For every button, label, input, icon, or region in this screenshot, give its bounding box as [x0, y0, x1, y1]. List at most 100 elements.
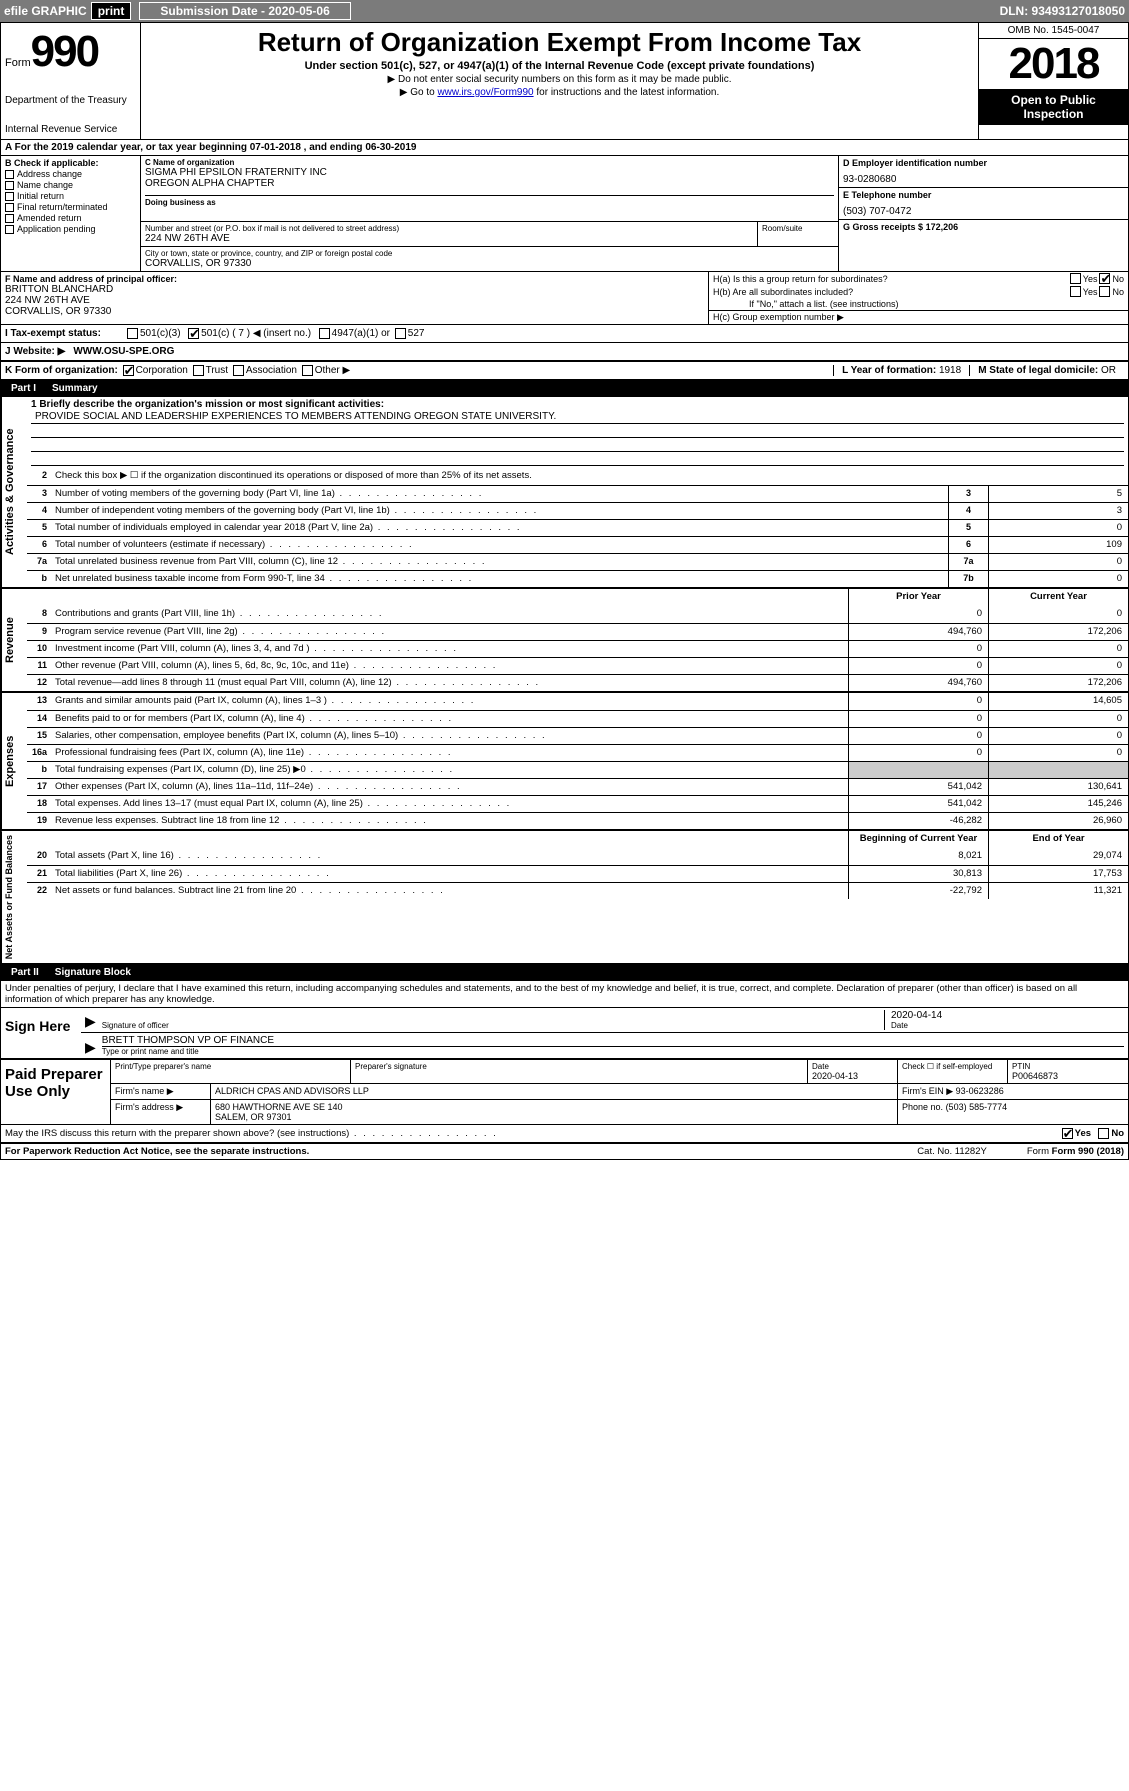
chk-other[interactable] [302, 365, 313, 376]
table-row: 15Salaries, other compensation, employee… [27, 727, 1128, 744]
website-url: WWW.OSU-SPE.ORG [73, 346, 174, 357]
ha-no[interactable] [1099, 273, 1110, 284]
table-row: 3Number of voting members of the governi… [27, 485, 1128, 502]
firm-name: ALDRICH CPAS AND ADVISORS LLP [211, 1084, 898, 1099]
sign-here-label: Sign Here [1, 1008, 81, 1058]
discuss-yes[interactable] [1062, 1128, 1073, 1139]
form-word: Form [5, 57, 31, 69]
dept-irs: Internal Revenue Service [5, 124, 136, 135]
tax-year: 2018 [979, 39, 1128, 89]
firm-ein: 93-0623286 [956, 1086, 1004, 1096]
hb-no[interactable] [1099, 286, 1110, 297]
form-subtitle-2: ▶ Do not enter social security numbers o… [149, 74, 970, 85]
efile-label: efile GRAPHIC [4, 4, 87, 18]
hb-yes[interactable] [1070, 286, 1081, 297]
table-row: 5Total number of individuals employed in… [27, 519, 1128, 536]
col-de: D Employer identification number 93-0280… [838, 156, 1128, 271]
vtab-governance: Activities & Governance [1, 397, 27, 587]
org-address-block: Number and street (or P.O. box if mail i… [141, 222, 758, 246]
efile-topbar: efile GRAPHIC print Submission Date - 20… [0, 0, 1129, 22]
na-header-row: Beginning of Current Year End of Year [27, 831, 1128, 848]
dln: DLN: 93493127018050 [1000, 4, 1125, 18]
chk-501c3[interactable] [127, 328, 138, 339]
mission-block: 1 Briefly describe the organization's mi… [27, 397, 1128, 468]
table-row: 16aProfessional fundraising fees (Part I… [27, 744, 1128, 761]
table-row: 18Total expenses. Add lines 13–17 (must … [27, 795, 1128, 812]
table-row: 17Other expenses (Part IX, column (A), l… [27, 778, 1128, 795]
mission-text: PROVIDE SOCIAL AND LEADERSHIP EXPERIENCE… [31, 410, 1124, 424]
part-ii-header: Part II Signature Block [1, 965, 1128, 981]
preparer-date: 2020-04-13 [812, 1071, 893, 1081]
chk-4947[interactable] [319, 328, 330, 339]
ein-value: 93-0280680 [843, 174, 1124, 185]
table-row: 10Investment income (Part VIII, column (… [27, 640, 1128, 657]
form-number: 990 [31, 27, 98, 76]
chk-corporation[interactable] [123, 365, 134, 376]
form-title: Return of Organization Exempt From Incom… [149, 27, 970, 58]
form-990: Form990 Department of the Treasury Inter… [0, 22, 1129, 1160]
officer-name: BRITTON BLANCHARD [5, 284, 704, 295]
firm-phone: (503) 585-7774 [946, 1102, 1008, 1112]
org-city: CORVALLIS, OR 97330 [145, 258, 834, 269]
arrow-icon: ▶ [85, 1039, 96, 1056]
table-row: 7aTotal unrelated business revenue from … [27, 553, 1128, 570]
officer-addr1: 224 NW 26TH AVE [5, 295, 704, 306]
principal-officer: F Name and address of principal officer:… [1, 272, 708, 324]
row-i-tax-status: I Tax-exempt status: 501(c)(3) 501(c) ( … [1, 325, 1128, 343]
vtab-net-assets: Net Assets or Fund Balances [1, 831, 27, 963]
officer-addr2: CORVALLIS, OR 97330 [5, 306, 704, 317]
print-button[interactable]: print [91, 2, 132, 20]
summary-revenue: Revenue Prior Year Current Year 8Contrib… [1, 589, 1128, 693]
org-name-2: OREGON ALPHA CHAPTER [145, 178, 834, 189]
year-cell: OMB No. 1545-0047 2018 Open to PublicIns… [978, 23, 1128, 139]
org-city-block: City or town, state or province, country… [141, 247, 838, 271]
form-number-cell: Form990 Department of the Treasury Inter… [1, 23, 141, 139]
chk-association[interactable] [233, 365, 244, 376]
chk-amended-return[interactable]: Amended return [5, 213, 136, 223]
chk-name-change[interactable]: Name change [5, 180, 136, 190]
table-row: 13Grants and similar amounts paid (Part … [27, 693, 1128, 710]
table-row: 11Other revenue (Part VIII, column (A), … [27, 657, 1128, 674]
ptin: P00646873 [1012, 1071, 1124, 1081]
chk-final-return[interactable]: Final return/terminated [5, 202, 136, 212]
table-row: 22Net assets or fund balances. Subtract … [27, 882, 1128, 899]
chk-trust[interactable] [193, 365, 204, 376]
summary-governance: Activities & Governance 1 Briefly descri… [1, 397, 1128, 589]
irs-link[interactable]: www.irs.gov/Form990 [437, 87, 533, 98]
part-i-header: Part I Summary [1, 381, 1128, 397]
hc-group-exemption: H(c) Group exemption number ▶ [713, 312, 844, 323]
vtab-revenue: Revenue [1, 589, 27, 691]
form-subtitle-3: ▶ Go to www.irs.gov/Form990 for instruct… [149, 87, 970, 98]
chk-501c[interactable] [188, 328, 199, 339]
summary-net-assets: Net Assets or Fund Balances Beginning of… [1, 831, 1128, 965]
omb-number: OMB No. 1545-0047 [979, 23, 1128, 39]
form-subtitle-1: Under section 501(c), 527, or 4947(a)(1)… [149, 60, 970, 72]
org-street: 224 NW 26TH AVE [145, 233, 753, 244]
table-row: 2Check this box ▶ ☐ if the organization … [27, 468, 1128, 485]
paid-preparer-label: Paid Preparer Use Only [1, 1060, 111, 1124]
signer-name: BRETT THOMPSON VP OF FINANCE [102, 1035, 1124, 1047]
block-fh: F Name and address of principal officer:… [1, 272, 1128, 325]
col-b-checkboxes: B Check if applicable: Address change Na… [1, 156, 141, 271]
chk-address-change[interactable]: Address change [5, 169, 136, 179]
table-row: 21Total liabilities (Part X, line 26)30,… [27, 865, 1128, 882]
table-row: 12Total revenue—add lines 8 through 11 (… [27, 674, 1128, 691]
discuss-no[interactable] [1098, 1128, 1109, 1139]
phone-value: (503) 707-0472 [843, 206, 1124, 217]
sign-date: 2020-04-14 [891, 1010, 1124, 1021]
col-h-group: H(a) Is this a group return for subordin… [708, 272, 1128, 324]
chk-527[interactable] [395, 328, 406, 339]
org-name-1: SIGMA PHI EPSILON FRATERNITY INC [145, 167, 834, 178]
sign-here-block: Sign Here ▶ Signature of officer 2020-04… [1, 1008, 1128, 1060]
table-row: 4Number of independent voting members of… [27, 502, 1128, 519]
row-k-form-org: K Form of organization: Corporation Trus… [1, 362, 1128, 381]
table-row: 19Revenue less expenses. Subtract line 1… [27, 812, 1128, 829]
table-row: 20Total assets (Part X, line 16)8,02129,… [27, 848, 1128, 865]
chk-initial-return[interactable]: Initial return [5, 191, 136, 201]
ha-yes[interactable] [1070, 273, 1081, 284]
rev-header-row: Prior Year Current Year [27, 589, 1128, 606]
paid-preparer-block: Paid Preparer Use Only Print/Type prepar… [1, 1060, 1128, 1125]
table-row: bNet unrelated business taxable income f… [27, 570, 1128, 587]
open-to-public: Open to PublicInspection [979, 89, 1128, 125]
chk-application-pending[interactable]: Application pending [5, 224, 136, 234]
